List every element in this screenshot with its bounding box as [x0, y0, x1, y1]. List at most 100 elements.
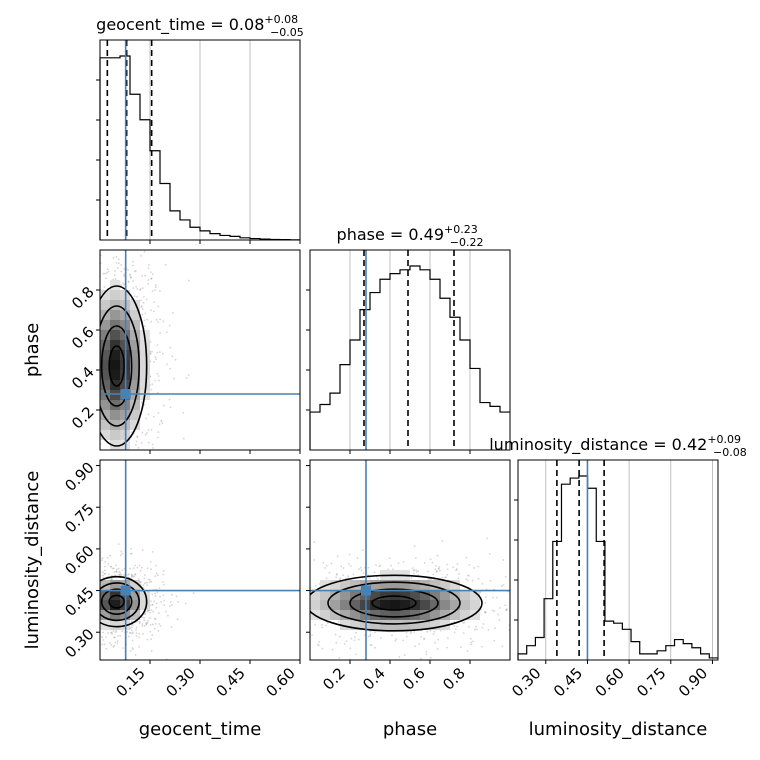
scatter-point — [565, 576, 567, 578]
scatter-point — [120, 464, 122, 466]
scatter-point — [157, 305, 160, 308]
hist-panel-luminosity_distance: 0.30 0.45 0.60 0.75 0.90 luminosity_distance … — [489, 433, 747, 700]
scatter-point — [156, 391, 159, 394]
scatter-point — [215, 611, 217, 613]
scatter-point — [116, 642, 119, 645]
scatter-point — [61, 427, 63, 429]
scatter-point — [96, 647, 98, 649]
scatter-point — [470, 643, 473, 646]
scatter-point — [79, 578, 81, 580]
contour-line — [100, 582, 140, 622]
scatter-point — [95, 640, 97, 642]
scatter-point — [494, 627, 497, 630]
scatter-point — [307, 593, 309, 595]
scatter-point — [92, 605, 94, 607]
scatter-point — [97, 384, 99, 386]
panel-content — [57, 236, 300, 559]
scatter-point — [153, 617, 156, 620]
density-cell — [460, 590, 470, 600]
scatter-point — [153, 627, 156, 630]
scatter-point — [135, 632, 138, 634]
scatter-point — [481, 626, 484, 629]
scatter-point — [98, 366, 100, 368]
scatter-point — [469, 637, 472, 640]
scatter-point — [75, 363, 77, 365]
scatter-point — [138, 632, 141, 635]
scatter-point — [128, 481, 130, 483]
contour-line — [371, 595, 417, 611]
scatter-point — [92, 568, 94, 570]
y-axis-label-phase: phase — [22, 323, 43, 377]
scatter-point — [147, 441, 150, 444]
scatter-point — [394, 639, 397, 642]
scatter-point — [130, 276, 132, 279]
scatter-point — [136, 436, 139, 439]
scatter-point — [57, 604, 59, 606]
y-tick-label: 0.30 — [61, 625, 97, 661]
scatter-point — [79, 619, 81, 621]
scatter-point — [143, 319, 146, 322]
scatter-point — [119, 574, 122, 577]
scatter-point — [118, 573, 120, 576]
scatter-point — [334, 633, 337, 636]
scatter-point — [149, 617, 151, 620]
y-tick-label: 0.45 — [61, 583, 97, 619]
scatter-point — [302, 561, 304, 563]
scatter-point — [504, 575, 507, 578]
scatter-point — [109, 642, 111, 644]
scatter-point — [284, 636, 286, 638]
scatter-point — [524, 582, 526, 584]
scatter-point — [87, 607, 89, 609]
scatter-point — [97, 627, 99, 629]
scatter-point — [96, 573, 98, 575]
x-tick-label: 0.15 — [112, 664, 148, 700]
truth-marker — [120, 389, 131, 399]
scatter-point — [113, 636, 115, 639]
scatter-point — [66, 373, 68, 375]
scatter-point — [151, 273, 154, 275]
scatter-point — [155, 606, 158, 609]
scatter-point — [157, 412, 160, 415]
scatter-point — [161, 581, 164, 584]
scatter-point — [445, 576, 448, 579]
contour-line — [100, 588, 133, 615]
scatter-point — [69, 624, 71, 626]
scatter-point — [53, 605, 55, 607]
scatter-point — [129, 567, 131, 570]
scatter-point — [104, 450, 106, 452]
scatter-point — [129, 649, 132, 652]
scatter-point — [98, 365, 100, 367]
scatter-point — [151, 633, 154, 636]
scatter-point — [322, 561, 325, 564]
scatter-point — [132, 287, 135, 290]
scatter-point — [57, 300, 59, 302]
scatter-point — [113, 462, 115, 464]
density-cell — [100, 290, 110, 300]
scatter-point — [97, 601, 99, 603]
scatter-point — [158, 379, 160, 382]
scatter-point — [114, 278, 117, 280]
scatter-point — [96, 431, 98, 433]
scatter-point — [131, 639, 134, 642]
scatter-point — [426, 570, 429, 573]
scatter-point — [534, 575, 536, 577]
scatter-point — [148, 557, 150, 559]
scatter-point — [548, 616, 550, 618]
scatter-point — [95, 249, 97, 251]
scatter-point — [250, 563, 252, 565]
scatter-point — [139, 483, 141, 485]
panel-content — [53, 460, 300, 660]
scatter-point — [91, 236, 93, 238]
scatter-point — [151, 383, 154, 386]
scatter-point — [150, 309, 152, 312]
scatter-point — [90, 579, 92, 581]
scatter-point — [146, 584, 149, 587]
scatter-point — [533, 579, 535, 581]
scatter-point — [288, 606, 290, 608]
scatter-point — [301, 616, 303, 618]
scatter-point — [154, 379, 157, 382]
scatter-point — [91, 622, 93, 624]
scatter-point — [60, 581, 62, 583]
scatter-point — [353, 639, 356, 642]
scatter-point — [475, 625, 477, 628]
